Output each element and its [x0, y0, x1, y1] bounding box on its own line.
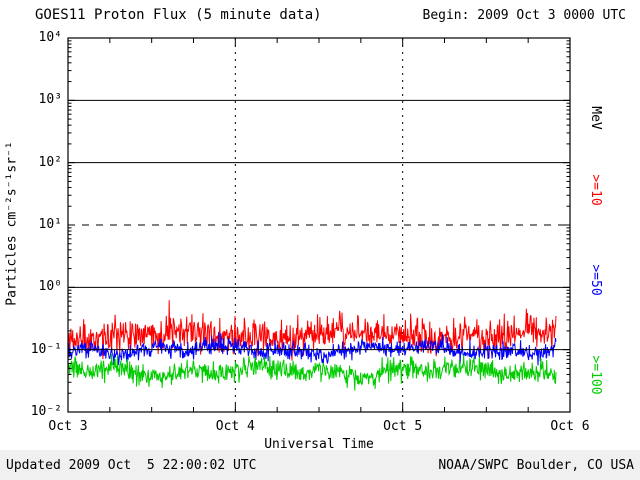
- y-axis-label: Particles cm⁻²s⁻¹sr⁻¹: [4, 141, 20, 306]
- y-tick-label: 10²: [38, 154, 62, 170]
- right-axis-unit-label: MeV: [588, 106, 603, 130]
- x-tick-label: Oct 5: [383, 419, 423, 434]
- x-tick-label: Oct 3: [48, 419, 88, 434]
- y-tick-label: 10⁻¹: [30, 341, 62, 357]
- series-ge10: [67, 300, 557, 361]
- y-tick-label: 10⁻²: [30, 404, 62, 419]
- x-tick-label: Oct 6: [550, 419, 590, 434]
- proton-flux-plot: [67, 37, 571, 413]
- series-label-ge100: >=100: [588, 355, 603, 395]
- y-tick-label: 10⁴: [38, 30, 62, 45]
- chart-title: GOES11 Proton Flux (5 minute data): [35, 7, 322, 23]
- x-tick-label: Oct 4: [215, 419, 255, 434]
- footer-bar: Updated 2009 Oct 5 22:00:02 UTC NOAA/SWP…: [0, 450, 640, 480]
- y-tick-label: 10¹: [38, 217, 62, 232]
- y-tick-label: 10⁰: [38, 279, 62, 295]
- series-ge100: [67, 353, 557, 391]
- series-label-ge50: >=50: [588, 264, 603, 296]
- series-label-ge10: >=10: [588, 174, 603, 206]
- series-ge50: [67, 331, 557, 366]
- y-tick-label: 10³: [38, 92, 62, 108]
- begin-timestamp-label: Begin: 2009 Oct 3 0000 UTC: [422, 8, 627, 23]
- credit-label: NOAA/SWPC Boulder, CO USA: [438, 457, 634, 473]
- x-axis-label: Universal Time: [264, 437, 374, 452]
- updated-timestamp: Updated 2009 Oct 5 22:00:02 UTC: [6, 457, 257, 473]
